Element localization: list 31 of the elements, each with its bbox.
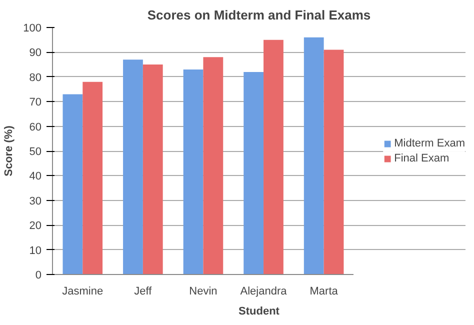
bar	[203, 57, 224, 274]
bar	[123, 60, 143, 274]
bar	[62, 94, 83, 274]
y-tick-label: 30	[29, 195, 42, 208]
bar	[183, 69, 204, 274]
bar	[264, 40, 284, 274]
x-tick-label: Jeff	[134, 286, 153, 298]
y-tick-label: 50	[29, 146, 42, 158]
chart-title: Scores on Midterm and Final Exams	[147, 8, 371, 22]
y-tick-label: 20	[29, 220, 42, 232]
bar	[304, 37, 324, 274]
y-tick-label: 0	[35, 270, 42, 282]
x-tick-label: Alejandra	[240, 286, 288, 298]
bar	[142, 64, 163, 274]
legend-label: Midterm Exam	[394, 137, 465, 149]
bar	[324, 50, 344, 274]
x-tick-label: Marta	[310, 286, 339, 298]
y-tick-label: 90	[29, 47, 42, 60]
y-axis-title: Score (%)	[3, 125, 16, 176]
y-tick-label: 70	[29, 96, 42, 109]
y-tick-label: 100	[23, 22, 42, 34]
bar	[244, 72, 264, 274]
y-tick-label: 60	[29, 121, 42, 134]
bar	[82, 82, 103, 274]
x-tick-label: Jasmine	[62, 286, 104, 298]
y-tick-label: 40	[29, 170, 42, 183]
y-tick-label: 10	[29, 244, 42, 257]
x-axis-title: Student	[238, 306, 280, 318]
legend-label: Final Exam	[394, 152, 450, 164]
x-tick-label: Nevin	[189, 286, 218, 298]
y-tick-label: 80	[29, 72, 42, 84]
